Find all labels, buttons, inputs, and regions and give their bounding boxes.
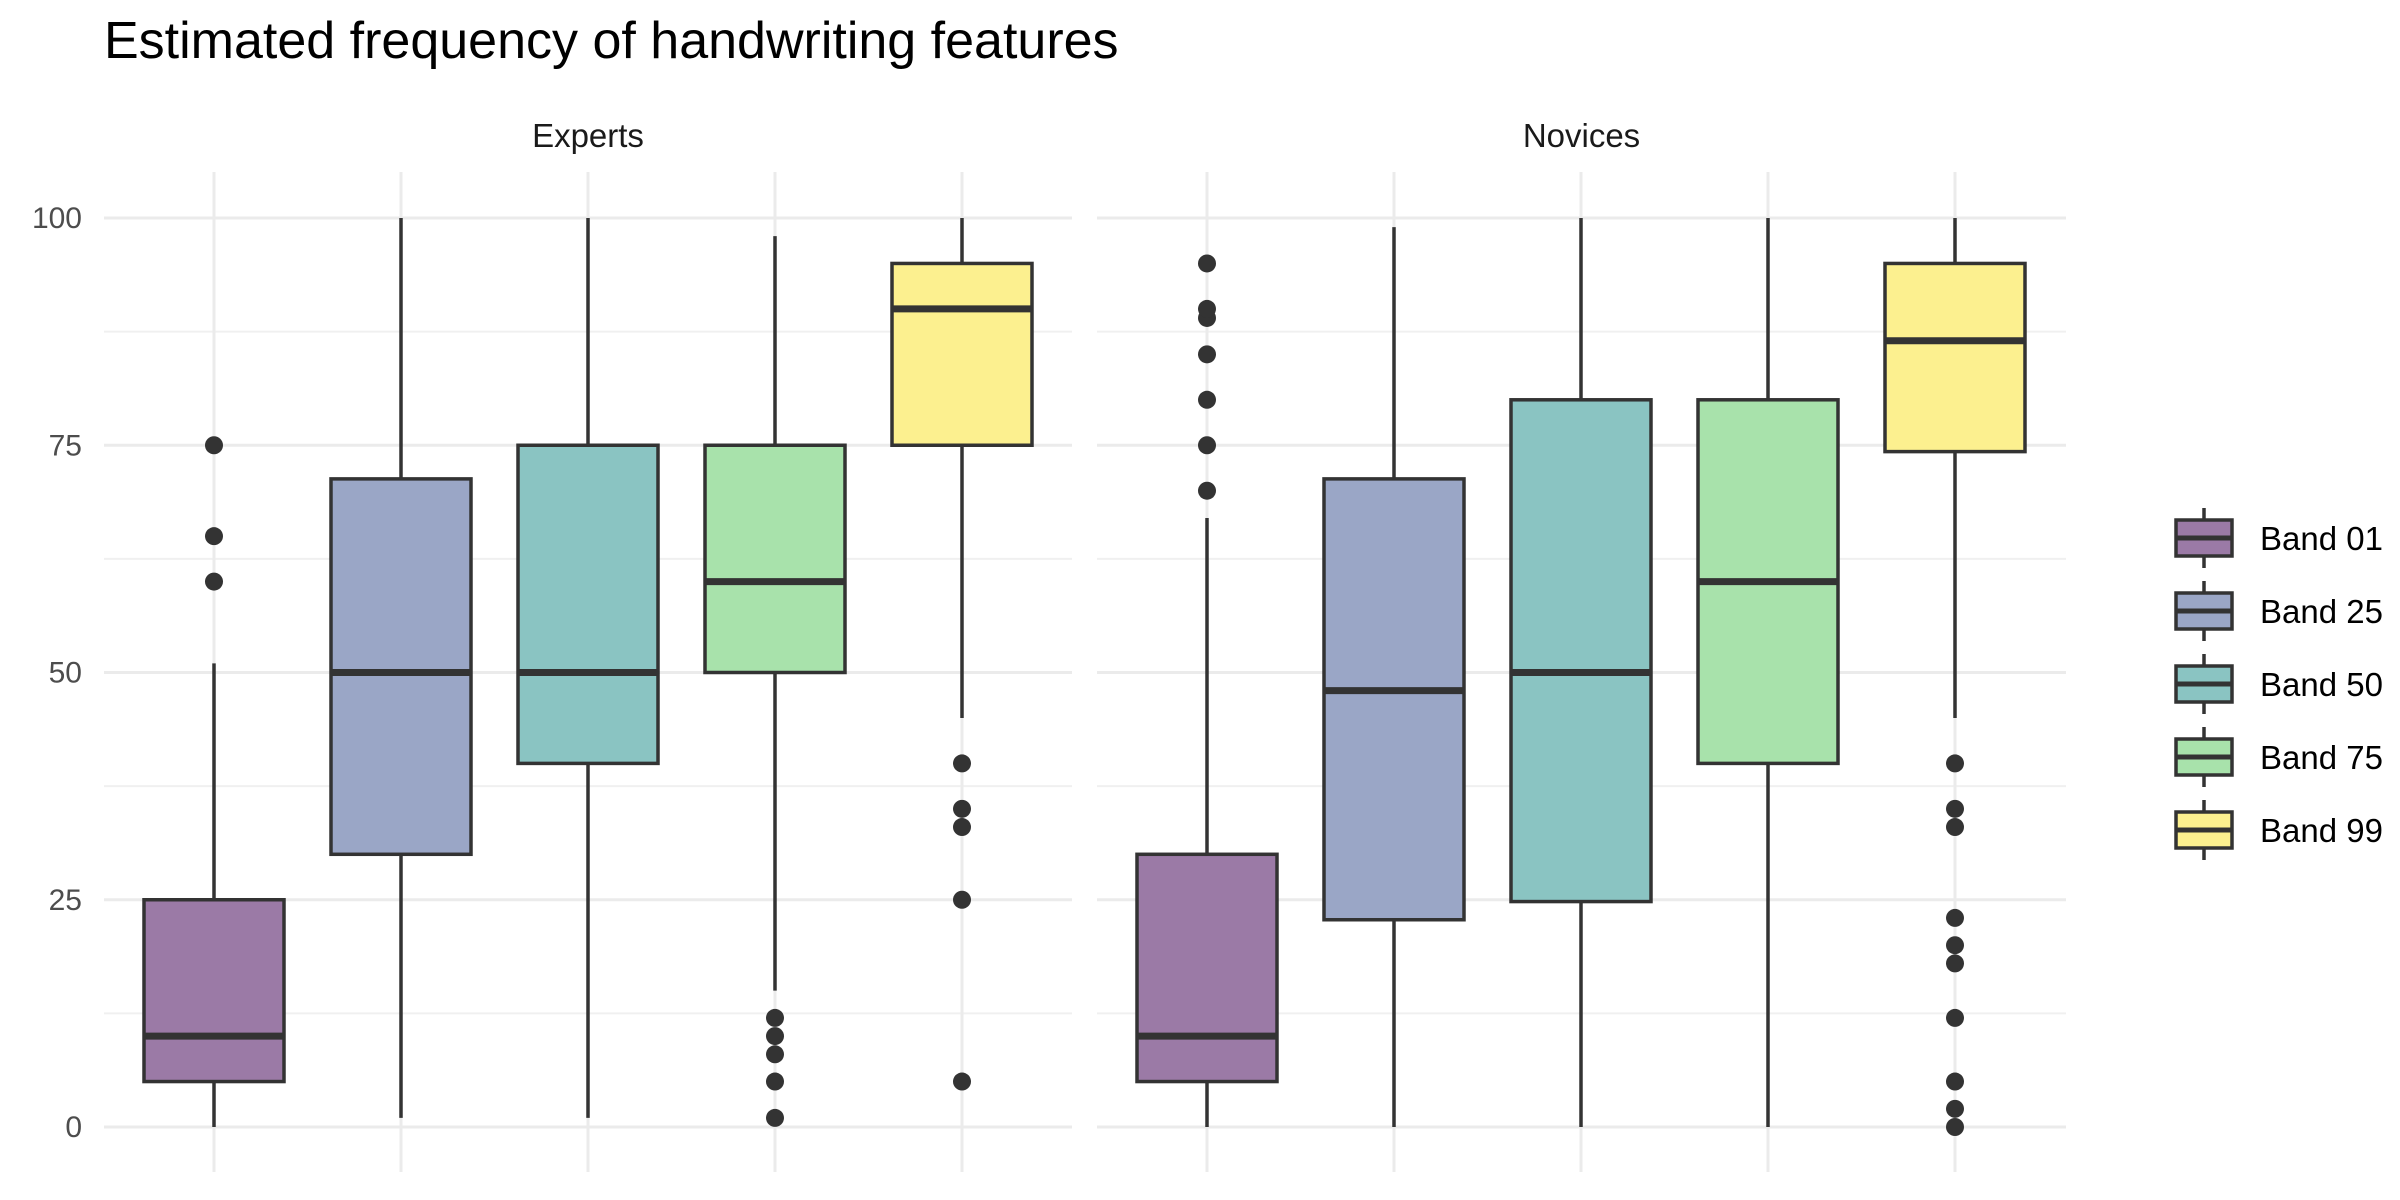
outlier-point	[766, 1108, 784, 1127]
y-tick-label: 0	[65, 1111, 82, 1144]
legend-item-band-99: Band 99	[2174, 800, 2383, 860]
chart-title: Estimated frequency of handwriting featu…	[104, 12, 1119, 70]
outlier-point	[1946, 818, 1964, 837]
box-novices-band-25	[1322, 227, 1466, 1127]
y-tick-label: 75	[49, 429, 82, 462]
outlier-point	[1946, 1072, 1964, 1091]
outlier-point	[953, 754, 971, 773]
panel-label-experts: Experts	[532, 117, 644, 154]
y-tick-label: 25	[49, 884, 82, 917]
outlier-point	[1198, 390, 1216, 409]
outlier-point	[953, 818, 971, 837]
legend-item-band-75: Band 75	[2174, 727, 2383, 787]
box-novices-band-99	[1883, 218, 2027, 1136]
outlier-point	[953, 890, 971, 909]
outlier-point	[1198, 299, 1216, 318]
outlier-point	[1946, 1118, 1964, 1136]
box-novices-band-01	[1135, 254, 1279, 1127]
box-experts-band-25	[329, 218, 473, 1118]
legend-label: Band 50	[2260, 666, 2383, 703]
outlier-point	[205, 572, 223, 591]
legend: Band 01 Band 25 Band 50 Band 75 Band 99	[2174, 508, 2383, 860]
y-tick-label: 100	[32, 202, 82, 235]
y-tick-label: 50	[49, 657, 82, 690]
legend-label: Band 01	[2260, 520, 2383, 557]
outlier-point	[1946, 754, 1964, 773]
box-iqr	[1883, 261, 2027, 454]
outlier-point	[1198, 481, 1216, 500]
panel-label-novices: Novices	[1523, 117, 1640, 154]
outlier-point	[1198, 345, 1216, 364]
outlier-point	[1946, 908, 1964, 927]
outlier-point	[766, 1008, 784, 1027]
legend-label: Band 75	[2260, 739, 2383, 776]
outlier-point	[1198, 436, 1216, 455]
panel-novices: Novices	[1097, 117, 2066, 1172]
outlier-point	[1946, 1099, 1964, 1118]
legend-item-band-01: Band 01	[2174, 508, 2383, 568]
outlier-point	[766, 1045, 784, 1064]
box-novices-band-75	[1696, 218, 1840, 1127]
outlier-point	[1198, 254, 1216, 273]
outlier-point	[1946, 954, 1964, 973]
legend-label: Band 99	[2260, 812, 2383, 849]
box-iqr	[1509, 398, 1653, 904]
outlier-point	[766, 1072, 784, 1091]
legend-item-band-25: Band 25	[2174, 581, 2383, 641]
box-iqr	[703, 443, 847, 675]
box-iqr	[329, 477, 473, 857]
outlier-point	[1946, 799, 1964, 818]
panel-experts: Experts	[104, 117, 1072, 1172]
legend-label: Band 25	[2260, 593, 2383, 630]
box-iqr	[1135, 852, 1279, 1084]
box-experts-band-99	[890, 218, 1034, 1091]
outlier-point	[953, 799, 971, 818]
box-experts-band-50	[516, 218, 660, 1118]
box-experts-band-01	[142, 436, 286, 1127]
outlier-point	[953, 1072, 971, 1091]
box-iqr	[516, 443, 660, 766]
outlier-point	[205, 527, 223, 546]
outlier-point	[1946, 1008, 1964, 1027]
box-iqr	[1322, 477, 1466, 922]
box-iqr	[890, 261, 1034, 448]
box-experts-band-75	[703, 236, 847, 1127]
outlier-point	[205, 436, 223, 455]
box-iqr	[142, 898, 286, 1084]
box-novices-band-50	[1509, 218, 1653, 1127]
outlier-point	[766, 1027, 784, 1046]
legend-item-band-50: Band 50	[2174, 654, 2383, 714]
outlier-point	[1946, 936, 1964, 955]
